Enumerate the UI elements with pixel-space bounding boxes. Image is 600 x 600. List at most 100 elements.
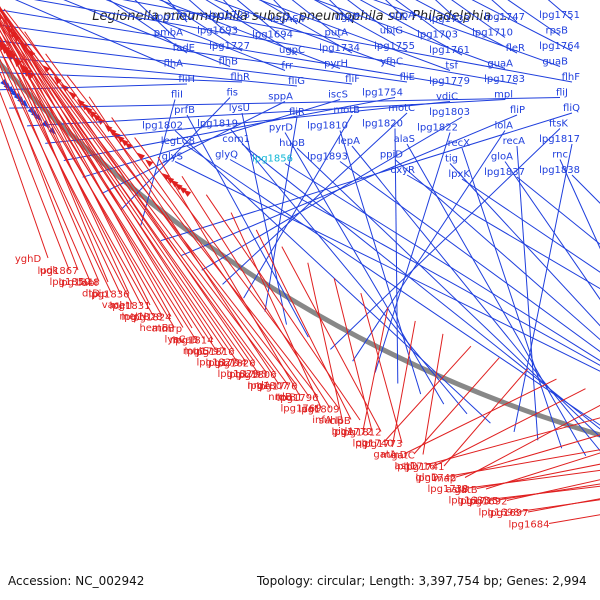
forward-gene-label[interactable]: lpg1822 <box>417 123 458 134</box>
forward-gene-label[interactable]: lpg1751 <box>539 10 580 21</box>
reverse-gene-label[interactable]: lpg1807 <box>248 381 289 392</box>
reverse-gene-label[interactable]: lpg1836 <box>89 290 130 301</box>
forward-gene-label[interactable]: lolA <box>494 121 513 132</box>
reverse-gene-label[interactable]: lpg1827 <box>197 358 238 369</box>
forward-gene-label[interactable]: fis <box>226 88 238 99</box>
forward-gene-label[interactable]: mpl <box>494 90 513 101</box>
forward-gene-label[interactable]: tsf <box>445 61 458 72</box>
reverse-gene-label[interactable]: lpg1741 <box>404 462 445 473</box>
reverse-gene-label[interactable]: lpg1814 <box>173 336 214 347</box>
forward-gene-label[interactable]: fadE <box>173 43 195 54</box>
reverse-gene-label[interactable]: lpg1738 <box>428 484 469 495</box>
reverse-gene-label[interactable]: dtD <box>82 289 100 300</box>
reverse-gene-label[interactable]: gatC <box>391 451 414 462</box>
forward-gene-label[interactable]: lpg1838 <box>539 165 580 176</box>
reverse-gene-label[interactable]: lpg1698 <box>479 508 520 519</box>
reverse-gene-label[interactable]: lpg1829 <box>218 369 259 380</box>
forward-gene-label[interactable]: lpg1703 <box>417 30 458 41</box>
reverse-gene-label[interactable]: lpg1796 <box>278 393 319 404</box>
forward-gene-label[interactable]: lpg1727 <box>209 41 250 52</box>
reverse-gene-label[interactable]: astD <box>395 461 418 472</box>
reverse-gene-label[interactable]: lpg1683 <box>449 496 490 507</box>
forward-gene-label[interactable]: rnc <box>552 150 568 161</box>
reverse-gene-label[interactable]: atoB <box>151 324 174 335</box>
reverse-gene-label[interactable]: yghD <box>15 254 42 265</box>
forward-gene-label[interactable]: lpg1728 <box>209 10 250 21</box>
forward-gene-label[interactable]: lpg1734 <box>319 43 360 54</box>
reverse-gene-label[interactable]: mrp <box>162 324 182 335</box>
reverse-gene-label[interactable]: lpg1716 <box>395 462 436 473</box>
forward-gene-label[interactable]: lpg1803 <box>429 107 470 118</box>
reverse-gene-label[interactable]: lpg1772 <box>332 427 373 438</box>
forward-gene-label[interactable]: lpg1764 <box>539 41 580 52</box>
reverse-gene-label[interactable]: lpg1797 <box>185 347 226 358</box>
forward-gene-label[interactable]: frr <box>281 61 293 72</box>
reverse-gene-label[interactable]: lpg1715 <box>458 496 499 507</box>
forward-gene-label[interactable]: pyrH <box>324 59 348 70</box>
forward-gene-label[interactable]: fliI <box>171 90 183 101</box>
forward-gene-label[interactable]: prfB <box>174 105 195 116</box>
forward-gene-label[interactable]: fliE <box>400 72 415 83</box>
reverse-gene-label[interactable]: pip <box>92 289 107 300</box>
forward-gene-label[interactable]: guaB <box>542 57 568 68</box>
forward-gene-label[interactable]: lpg1755 <box>374 41 415 52</box>
reverse-gene-label[interactable]: qor <box>356 438 373 449</box>
reverse-gene-label[interactable]: lpg1828 <box>122 312 163 323</box>
forward-gene-label[interactable]: putA <box>325 28 349 39</box>
forward-gene-label[interactable]: gloA <box>491 152 513 163</box>
reverse-gene-label[interactable]: nrdB <box>268 392 292 403</box>
forward-gene-label[interactable]: oxyR <box>390 165 415 176</box>
forward-gene-label[interactable]: legLC8 <box>161 136 195 147</box>
forward-gene-label[interactable]: com1 <box>222 134 250 145</box>
forward-gene-label[interactable]: ugpA <box>389 10 415 21</box>
reverse-gene-label[interactable]: fabI <box>79 278 98 289</box>
reverse-gene-label[interactable]: lpg1697 <box>488 508 529 519</box>
forward-gene-label[interactable]: motB <box>333 105 360 116</box>
reverse-gene-label[interactable]: lpg1867 <box>38 266 79 277</box>
reverse-gene-label[interactable]: lpg1850 <box>50 277 91 288</box>
forward-gene-label[interactable]: fliP <box>510 105 525 116</box>
forward-gene-label[interactable]: fleR <box>506 43 525 54</box>
reverse-gene-label[interactable]: lpg1742 <box>416 473 457 484</box>
reverse-gene-label[interactable]: lpg1769 <box>281 404 322 415</box>
reverse-gene-label[interactable]: udk <box>40 266 59 277</box>
forward-gene-label[interactable]: lysU <box>229 103 250 114</box>
reverse-gene-label[interactable]: gidA <box>332 427 354 438</box>
forward-gene-label[interactable]: lpg1817 <box>539 134 580 145</box>
reverse-gene-label[interactable]: lysC <box>165 335 186 346</box>
reverse-gene-label[interactable]: lpg1684 <box>509 520 550 531</box>
forward-gene-label[interactable]: lpg1810 <box>307 121 348 132</box>
reverse-gene-label[interactable]: metI <box>110 301 133 312</box>
reverse-gene-label[interactable]: minD <box>381 450 408 461</box>
forward-gene-label[interactable]: lpg1819 <box>197 119 238 130</box>
forward-gene-label[interactable]: sppA <box>268 92 293 103</box>
forward-gene-label[interactable]: lpg1783 <box>484 74 525 85</box>
reverse-gene-label[interactable]: lpg1806 <box>236 370 277 381</box>
forward-gene-label[interactable]: ubiG <box>380 26 403 37</box>
reverse-gene-label[interactable]: gatB <box>454 485 477 496</box>
forward-gene-label[interactable]: glyQ <box>215 150 238 161</box>
forward-gene-label[interactable]: lpg1893 <box>307 152 348 163</box>
reverse-gene-label[interactable]: mutS <box>183 346 209 357</box>
forward-gene-label[interactable]: motC <box>388 103 415 114</box>
reverse-gene-label[interactable]: lpg1740 <box>353 439 394 450</box>
forward-gene-label[interactable]: rpsB <box>545 26 568 37</box>
forward-gene-label[interactable]: alaS <box>394 134 415 145</box>
forward-gene-label[interactable]: flhR <box>230 72 250 83</box>
forward-gene-label[interactable]: lpg1710 <box>472 28 513 39</box>
forward-gene-label[interactable]: ugpE <box>335 12 360 23</box>
forward-gene-label[interactable]: lpg1694 <box>252 30 293 41</box>
reverse-gene-label[interactable]: astB <box>446 485 468 496</box>
forward-gene-label[interactable]: flhF <box>562 72 581 83</box>
forward-gene-label[interactable]: lpxK <box>448 169 470 180</box>
reverse-gene-label[interactable]: clpB <box>329 416 351 427</box>
forward-gene-label[interactable]: ppiD <box>380 150 403 161</box>
forward-gene-label[interactable]: lepA <box>338 136 360 147</box>
forward-gene-label[interactable]: tig <box>445 154 458 165</box>
forward-gene-label[interactable]: pyrD <box>269 123 293 134</box>
forward-gene-label[interactable]: ugpC <box>279 45 305 56</box>
forward-gene-label[interactable]: hupB <box>279 138 305 149</box>
forward-gene-label[interactable]: lpg1761 <box>429 45 470 56</box>
reverse-gene-label[interactable]: metN <box>119 312 146 323</box>
